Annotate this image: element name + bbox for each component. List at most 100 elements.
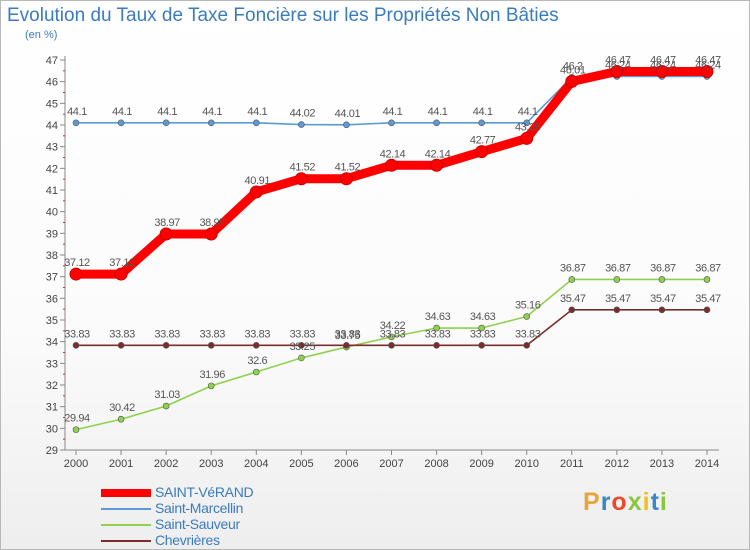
data-point <box>117 415 125 423</box>
data-label: 46.24 <box>605 59 631 71</box>
legend-label: SAINT-VéRAND <box>155 484 254 500</box>
x-tick-label: 2011 <box>560 458 584 470</box>
x-tick-label: 2006 <box>334 458 358 470</box>
legend-label: Saint-Sauveur <box>155 516 240 532</box>
data-point <box>114 267 128 281</box>
data-label: 33.83 <box>109 328 135 340</box>
data-label: 44.1 <box>157 106 177 118</box>
data-point <box>610 64 624 78</box>
data-point <box>478 324 485 332</box>
x-tick-label: 2003 <box>199 458 223 470</box>
data-point <box>207 119 215 127</box>
data-point <box>658 306 666 314</box>
data-label: 31.96 <box>199 369 225 381</box>
data-label: 38.97 <box>154 217 180 229</box>
y-tick-label: 36 <box>46 293 58 305</box>
data-label: 46.47 <box>605 54 631 66</box>
x-tick-label: 2008 <box>424 458 448 470</box>
data-point <box>252 119 260 127</box>
x-tick-label: 2014 <box>695 458 719 470</box>
data-point <box>298 121 305 128</box>
legend-item: Saint-Marcellin <box>101 500 361 517</box>
data-point <box>204 227 218 241</box>
data-point <box>117 119 125 127</box>
y-tick-label: 46 <box>46 77 58 89</box>
data-label: 35.47 <box>605 293 631 305</box>
logo-letter: t <box>650 488 660 516</box>
series-1 <box>72 73 711 129</box>
x-tick-label: 2013 <box>650 458 674 470</box>
data-point <box>565 74 579 88</box>
legend-item: Saint-Sauveur <box>101 516 361 533</box>
legend-label: Saint-Marcellin <box>155 500 244 516</box>
data-label: 44.1 <box>518 106 538 118</box>
data-point <box>249 185 263 199</box>
y-tick-label: 47 <box>46 55 58 67</box>
data-label: 46.47 <box>695 54 721 66</box>
y-tick-label: 43 <box>46 142 58 154</box>
data-label: 44.1 <box>247 106 267 118</box>
data-label: 30.42 <box>109 402 135 414</box>
data-point <box>343 342 350 349</box>
data-label: 37.12 <box>109 257 135 269</box>
y-tick-label: 39 <box>46 228 58 240</box>
data-point <box>339 172 353 186</box>
data-label: 46.24 <box>695 59 721 71</box>
data-label: 33.83 <box>290 328 316 340</box>
proxiti-logo: Proxiti <box>583 488 668 517</box>
chart-data-labels: 37.12 37.12 38.97 38.97 40.91 41.52 41.52 42.14… <box>64 54 721 424</box>
x-tick-label: 2007 <box>379 458 403 470</box>
x-tick-label: 2002 <box>154 458 178 470</box>
data-label: 41.52 <box>335 162 361 174</box>
x-tick-label: 2004 <box>244 458 268 470</box>
logo-letter: o <box>611 488 628 516</box>
data-label: 29.94 <box>64 413 90 425</box>
data-label: 33.83 <box>154 328 180 340</box>
data-label: 33.83 <box>245 328 271 340</box>
data-label: 35.16 <box>515 300 541 312</box>
data-label: 41.52 <box>290 162 316 174</box>
y-tick-label: 41 <box>46 185 58 197</box>
data-label: 44.1 <box>202 106 222 118</box>
data-label: 42.14 <box>425 148 451 160</box>
data-label: 44.02 <box>290 108 316 120</box>
data-label: 37.12 <box>64 257 90 269</box>
data-label: 43.38 <box>515 121 541 133</box>
data-label: 36.87 <box>695 262 721 274</box>
data-point <box>655 64 669 78</box>
data-label: 35.47 <box>695 293 721 305</box>
legend-swatch <box>101 524 151 526</box>
data-label: 33.83 <box>470 328 496 340</box>
data-label: 44.1 <box>473 106 493 118</box>
data-point <box>298 342 305 349</box>
data-point <box>72 119 80 127</box>
data-point <box>700 64 714 78</box>
data-label: 33.75 <box>335 330 361 342</box>
y-tick-label: 32 <box>46 380 58 392</box>
x-tick-label: 2010 <box>514 458 538 470</box>
data-point <box>478 342 485 349</box>
data-point <box>162 402 170 410</box>
y-tick-label: 35 <box>46 315 58 327</box>
data-label: 33.83 <box>335 328 361 340</box>
data-point <box>388 119 395 127</box>
data-point <box>430 158 444 172</box>
y-tick-label: 42 <box>46 163 58 175</box>
chart-axes: 29 30 31 32 33 34 35 36 37 38 39 40 41 42 43 44 45 46 47 20… <box>46 55 719 470</box>
data-point <box>298 354 305 362</box>
y-tick-label: 30 <box>46 423 58 435</box>
data-label: 33.83 <box>425 328 451 340</box>
data-label: 42.14 <box>380 148 406 160</box>
data-point <box>252 342 260 349</box>
y-tick-label: 31 <box>46 402 58 414</box>
data-point <box>252 368 260 376</box>
data-point <box>433 324 440 332</box>
data-point <box>523 313 531 320</box>
y-tick-label: 38 <box>46 250 58 262</box>
data-point <box>523 342 531 349</box>
data-point <box>568 276 576 283</box>
data-label: 46.2 <box>563 60 583 72</box>
legend-swatch <box>101 508 151 510</box>
